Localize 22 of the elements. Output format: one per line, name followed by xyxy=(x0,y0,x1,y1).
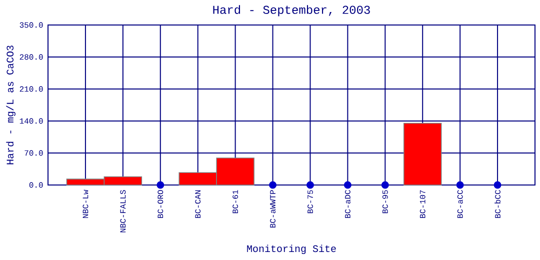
x-tick-label: BC-bCC xyxy=(494,190,500,218)
x-tick-label: BC-ORO xyxy=(158,190,164,218)
x-tick-label: NBC-Lw xyxy=(82,190,88,218)
chart-title: Hard - September, 2003 xyxy=(213,5,370,16)
x-tick-label: BC-75 xyxy=(308,190,313,214)
bar xyxy=(403,122,442,186)
y-tick-label: 140.0 xyxy=(20,118,43,124)
x-tick-label: BC-61 xyxy=(232,190,238,214)
x-tick-label: BC-95 xyxy=(382,190,388,214)
y-tick-label: 280.0 xyxy=(20,54,43,60)
x-tick-label: BC-aCC xyxy=(457,190,463,218)
x-tick-label: BC-aDC xyxy=(344,190,350,218)
x-tick-label: BC-aWWTP xyxy=(270,190,276,228)
x-tick-label: BC-107 xyxy=(420,190,426,218)
x-axis-title: Monitoring Site xyxy=(247,244,336,254)
x-tick-label: NBC-FALLS xyxy=(120,190,126,232)
y-tick-label: 0.0 xyxy=(29,182,43,188)
x-tick-label: BC-CAN xyxy=(195,190,201,218)
y-tick-label: 210.0 xyxy=(20,86,43,92)
y-tick-label: 350.0 xyxy=(20,22,43,28)
y-axis-title: Hard - mg/L as CaCO3 xyxy=(6,46,16,164)
y-tick-label: 70.0 xyxy=(24,150,43,156)
